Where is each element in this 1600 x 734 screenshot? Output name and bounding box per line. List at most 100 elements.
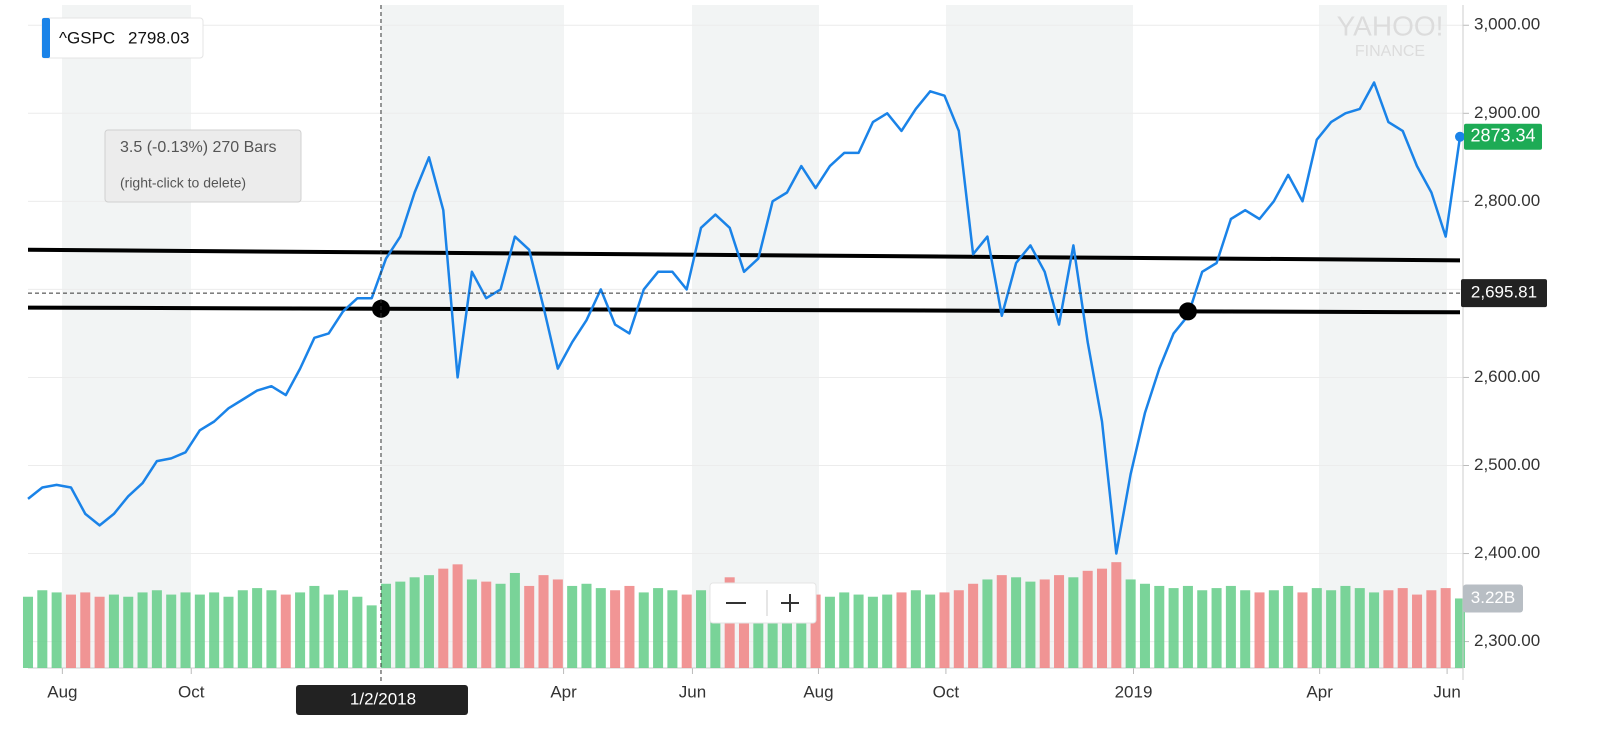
band <box>692 5 819 668</box>
volume-bar <box>1111 562 1122 668</box>
x-tick-label: Jun <box>1433 682 1460 701</box>
volume-bar <box>338 590 349 668</box>
volume-bar <box>667 590 678 668</box>
volume-bar <box>638 592 649 668</box>
month-bands <box>62 5 1447 668</box>
volume-bar <box>1326 590 1337 668</box>
volume-bar <box>882 594 893 668</box>
volume-bar <box>1011 577 1022 668</box>
volume-bar <box>1397 588 1408 668</box>
volume-badge <box>1463 584 1523 613</box>
volume-bar <box>151 590 162 668</box>
volume-bar <box>1268 590 1279 668</box>
volume-bar <box>1197 590 1208 668</box>
last-price-badge <box>1464 123 1542 150</box>
volume-bar <box>80 592 91 668</box>
volume-bar <box>696 590 707 668</box>
volume-bar <box>1154 585 1165 668</box>
volume-bar <box>123 596 134 668</box>
legend: ^GSPC 2798.03 <box>41 17 204 59</box>
volume-bar <box>796 592 807 668</box>
volume-bar <box>925 594 936 668</box>
volume-bar <box>194 594 205 668</box>
x-tick-label: Apr <box>550 682 577 701</box>
volume-bar <box>295 592 306 668</box>
x-tick-label: 2019 <box>1115 682 1153 701</box>
y-tick-label: 2,600.00 <box>1474 367 1540 386</box>
crosshair-x-label: 1/2/2018 <box>350 689 416 708</box>
volume-bar <box>1096 568 1108 668</box>
volume-bar <box>466 579 477 668</box>
grid: 2,300.002,400.002,500.002,600.002,700.00… <box>28 15 1540 701</box>
volume-bar <box>1383 590 1394 668</box>
legend-value: 2798.03 <box>128 28 189 47</box>
x-tick-label: Apr <box>1306 682 1333 701</box>
volume-bar <box>552 579 563 668</box>
watermark: FINANCE <box>1355 43 1425 60</box>
y-tick-label: 2,300.00 <box>1474 631 1540 650</box>
volume-bar <box>22 596 34 668</box>
volume-bar <box>624 585 635 668</box>
volume-bar <box>409 577 420 668</box>
volume-bar <box>1125 579 1136 668</box>
volume-bar <box>1240 590 1251 668</box>
y-tick-label: 3,000.00 <box>1474 15 1540 34</box>
volume-bar <box>953 590 964 668</box>
volume-bar <box>824 596 835 668</box>
x-tick-label: Aug <box>803 682 833 701</box>
volume-bar <box>968 583 979 668</box>
volume-bar <box>1426 590 1437 668</box>
volume-bar <box>738 590 750 668</box>
zoom-control <box>709 582 817 624</box>
volume-bar <box>896 592 907 668</box>
volume-bar <box>323 594 334 668</box>
annotation[interactable]: 3.5 (-0.13%) 270 Bars (right-click to de… <box>104 129 302 203</box>
y-tick-label: 2,500.00 <box>1474 455 1540 474</box>
volume-bar <box>810 594 821 668</box>
volume-bar <box>1369 592 1380 668</box>
legend-name: ^GSPC <box>59 28 115 47</box>
volume-bar <box>108 594 119 668</box>
volume-bar <box>180 592 191 668</box>
volume-bar <box>653 588 664 668</box>
trend-anchor <box>1178 302 1197 321</box>
volume-bar <box>237 590 248 668</box>
volume-bar <box>1440 588 1451 668</box>
volume-bar <box>438 568 449 668</box>
volume-bar <box>538 575 549 668</box>
band <box>62 5 191 668</box>
annotation-hint: (right-click to delete) <box>120 175 246 191</box>
volume-bar <box>1283 585 1294 668</box>
volume-bar <box>280 594 291 668</box>
volume-bar <box>982 579 993 668</box>
last-point <box>1455 131 1465 142</box>
volume-bar <box>524 585 535 668</box>
legend-swatch <box>42 18 50 58</box>
volume-bar <box>681 594 692 668</box>
volume-bar <box>595 588 606 668</box>
volume-bar <box>1412 594 1423 668</box>
annotation-box <box>104 129 302 203</box>
band <box>381 5 564 668</box>
x-tick-label: Oct <box>933 682 960 701</box>
volume-bar <box>1225 585 1236 668</box>
trendline <box>27 305 1461 315</box>
band <box>946 5 1133 668</box>
volume-bar <box>1311 588 1322 668</box>
trendline <box>27 247 1461 263</box>
crosshair-y-badge <box>1461 279 1547 308</box>
volume-bar <box>767 592 778 668</box>
volume-bar <box>137 592 148 668</box>
crosshair-x-badge <box>295 685 468 715</box>
volume-bar <box>610 590 621 668</box>
volume-bar <box>352 596 363 668</box>
volume-bar <box>781 596 792 668</box>
volume-bar <box>1182 585 1193 668</box>
y-tick-label: 2,900.00 <box>1474 103 1540 122</box>
volume-bar <box>1168 588 1179 668</box>
volume-bar <box>753 594 764 668</box>
volume-bar <box>395 581 406 668</box>
volume-bar <box>1068 577 1079 668</box>
volume-bar <box>1454 598 1466 668</box>
volume-bar <box>567 585 578 668</box>
